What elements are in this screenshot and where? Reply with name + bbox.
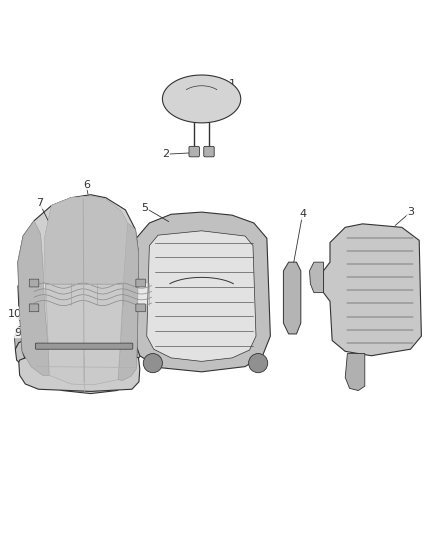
FancyBboxPatch shape [136, 279, 145, 287]
Text: 9: 9 [14, 328, 21, 337]
Circle shape [143, 353, 162, 373]
FancyBboxPatch shape [35, 343, 133, 349]
Polygon shape [45, 196, 127, 385]
Polygon shape [18, 195, 138, 393]
Polygon shape [133, 212, 270, 372]
Polygon shape [18, 272, 167, 321]
Polygon shape [162, 75, 241, 123]
Polygon shape [45, 196, 127, 284]
FancyBboxPatch shape [29, 304, 39, 312]
Polygon shape [323, 224, 421, 356]
Text: 2: 2 [162, 149, 170, 159]
FancyBboxPatch shape [136, 304, 145, 312]
Text: 3: 3 [407, 207, 414, 217]
Text: 4: 4 [299, 209, 306, 219]
Text: 6: 6 [83, 180, 90, 190]
Text: 10: 10 [7, 309, 21, 319]
Text: 12: 12 [163, 266, 177, 276]
Polygon shape [19, 354, 140, 391]
Polygon shape [18, 221, 49, 375]
Polygon shape [118, 223, 138, 381]
Polygon shape [14, 321, 143, 349]
Polygon shape [310, 262, 323, 293]
Polygon shape [147, 231, 256, 361]
Circle shape [249, 353, 268, 373]
Text: 1: 1 [229, 79, 236, 88]
Text: 5: 5 [141, 203, 148, 213]
Text: 7: 7 [36, 198, 43, 208]
FancyBboxPatch shape [189, 147, 199, 157]
FancyBboxPatch shape [204, 147, 214, 157]
Polygon shape [24, 281, 157, 308]
Polygon shape [15, 337, 141, 362]
FancyBboxPatch shape [29, 279, 39, 287]
Polygon shape [345, 353, 365, 391]
Polygon shape [283, 262, 301, 334]
